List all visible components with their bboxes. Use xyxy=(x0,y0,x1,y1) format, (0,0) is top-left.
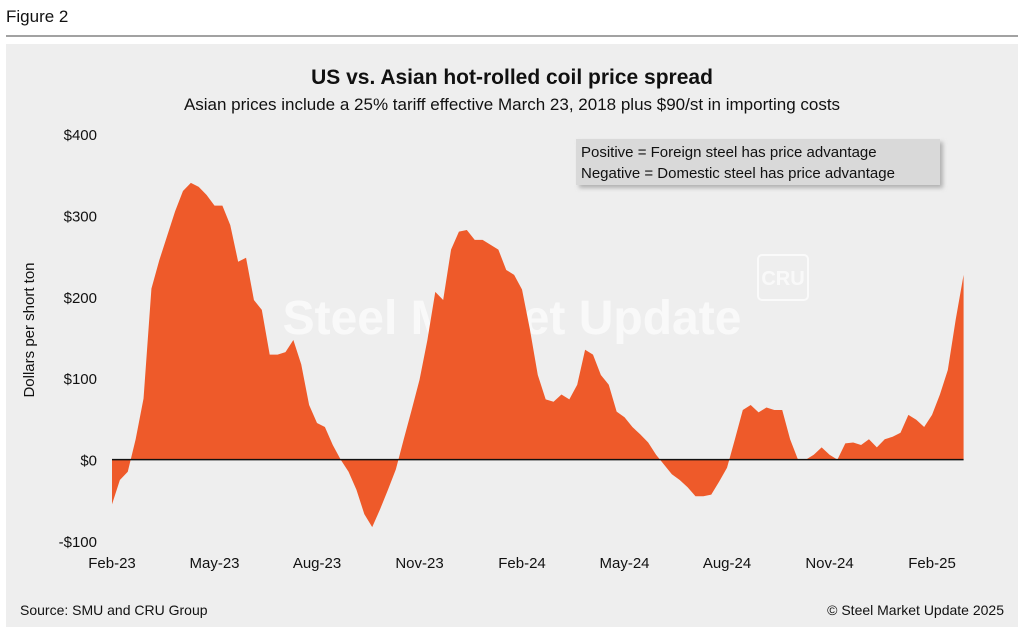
annotation: Positive = Foreign steel has price advan… xyxy=(581,144,877,161)
x-tick-label: Feb-24 xyxy=(498,555,546,572)
x-tick-label: Feb-23 xyxy=(88,555,136,572)
area xyxy=(112,182,964,528)
watermark-badge: CRU xyxy=(761,268,804,290)
y-tick-label: $300 xyxy=(64,208,97,225)
x-tick-label: May-24 xyxy=(600,555,650,572)
chart-subtitle: Asian prices include a 25% tariff effect… xyxy=(184,95,840,114)
y-tick-label: $400 xyxy=(64,127,97,144)
y-tick-label: $100 xyxy=(64,371,97,388)
x-tick-label: May-23 xyxy=(189,555,239,572)
y-tick-label: -$100 xyxy=(59,534,97,551)
x-tick-label: Aug-24 xyxy=(703,555,751,572)
copyright: © Steel Market Update 2025 xyxy=(827,602,1004,618)
y-axis-title: Dollars per short ton xyxy=(21,262,38,397)
plot-area: -$100 $0 $100 $200 $300 $400 Feb-23 May-23 Aug-2… xyxy=(59,127,964,572)
source: Source: SMU and CRU Group xyxy=(20,602,208,618)
x-tick-label: Nov-23 xyxy=(395,555,443,572)
x-tick-label: Nov-24 xyxy=(805,555,853,572)
chart-title: US vs. Asian hot-rolled coil price sprea… xyxy=(311,66,713,89)
y-tick-label: $0 xyxy=(80,453,97,470)
annotation: Negative = Domestic steel has price adva… xyxy=(581,165,895,182)
x-tick-label: Feb-25 xyxy=(908,555,956,572)
annotation-box xyxy=(576,139,940,185)
y-tick-label: $200 xyxy=(64,290,97,307)
x-tick-label: Aug-23 xyxy=(293,555,341,572)
figure-label: Figure 2 xyxy=(6,7,68,26)
watermark-badge-frame xyxy=(757,254,809,301)
